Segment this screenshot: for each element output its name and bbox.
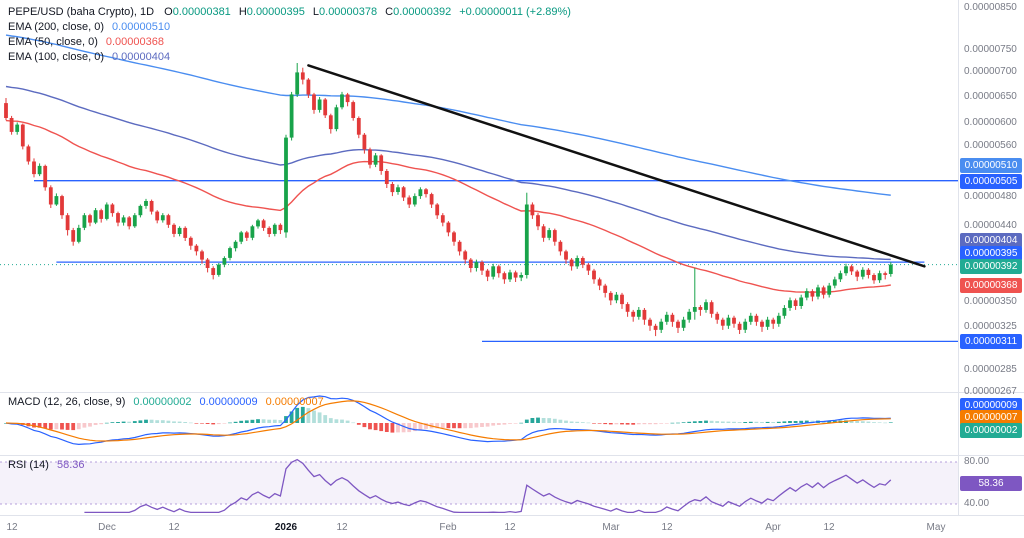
price-badge: 0.00000392 <box>960 259 1022 274</box>
price-badge: 0.00000505 <box>960 174 1022 189</box>
price-axis-label: 0.00000560 <box>964 140 1017 151</box>
price-axis-label: 0.00000285 <box>964 364 1017 375</box>
ohlc-low: L0.00000378 <box>312 5 378 18</box>
macd-axis-badge: 0.00000002 <box>960 423 1022 438</box>
price-axis-label: 0.00000850 <box>964 2 1017 13</box>
pane-divider[interactable] <box>0 455 1024 456</box>
price-axis-label: 0.00000600 <box>964 117 1017 128</box>
macd-axis-badge: 0.00000007 <box>960 410 1022 425</box>
ohlc-close: C0.00000392 <box>385 5 452 18</box>
indicator-legend-ema50[interactable]: EMA (50, close, 0) 0.00000368 <box>8 35 164 48</box>
symbol-title[interactable]: PEPE/USD (baha Crypto), 1D <box>8 5 155 18</box>
price-axis-label: 0.00000650 <box>964 91 1017 102</box>
price-axis-label: 0.00000750 <box>964 44 1017 55</box>
pane-divider[interactable] <box>0 392 1024 393</box>
rsi-axis-label: 80.00 <box>964 456 990 467</box>
indicator-legend-ema100[interactable]: EMA (100, close, 0) 0.00000404 <box>8 50 171 63</box>
time-axis-label: Mar <box>602 522 620 533</box>
macd-pane-canvas[interactable] <box>0 392 958 455</box>
time-axis-label: 12 <box>661 522 673 533</box>
price-badge: 0.00000510 <box>960 158 1022 173</box>
price-axis-label: 0.00000480 <box>964 191 1017 202</box>
rsi-axis-label: 40.00 <box>964 498 990 509</box>
price-badge: 0.00000404 <box>960 233 1022 248</box>
time-axis-label: 12 <box>504 522 516 533</box>
time-axis-label: Feb <box>439 522 457 533</box>
time-axis-label: 2026 <box>274 522 298 533</box>
price-axis-label: 0.00000440 <box>964 220 1017 231</box>
time-axis-label: 12 <box>168 522 180 533</box>
price-chart-canvas[interactable] <box>0 0 958 392</box>
time-scale[interactable]: 12 Dec 12 2026 12 Feb 12 Mar 12 Apr 12 May <box>0 515 1024 538</box>
time-axis-label: 12 <box>823 522 835 533</box>
price-change: +0.00000011 (+2.89%) <box>459 5 571 18</box>
ohlc-high: H0.00000395 <box>238 5 305 18</box>
price-axis-label: 0.00000267 <box>964 386 1017 397</box>
price-axis-label: 0.00000700 <box>964 66 1017 77</box>
time-axis-label: Apr <box>765 522 781 533</box>
chart-legend: PEPE/USD (baha Crypto), 1D O0.00000381 H… <box>8 4 571 64</box>
time-axis-label: 12 <box>336 522 348 533</box>
price-axis-label: 0.00000350 <box>964 296 1017 307</box>
ohlc-open: O0.00000381 <box>164 5 231 18</box>
price-scale-border <box>958 0 959 515</box>
price-badge: 0.00000395 <box>960 246 1022 261</box>
price-badge: 0.00000368 <box>960 278 1022 293</box>
macd-axis-badge: 0.00000009 <box>960 398 1022 413</box>
price-badge: 0.00000311 <box>960 334 1022 349</box>
time-axis-label: Dec <box>98 522 116 533</box>
rsi-value-badge: 58.36 <box>960 476 1022 491</box>
time-axis-label: May <box>926 522 946 533</box>
rsi-legend[interactable]: RSI (14) 58.36 <box>8 459 85 471</box>
price-axis-label: 0.00000325 <box>964 321 1017 332</box>
macd-legend[interactable]: MACD (12, 26, close, 9) 0.00000002 0.000… <box>8 396 324 408</box>
symbol-legend-row[interactable]: PEPE/USD (baha Crypto), 1D O0.00000381 H… <box>8 4 571 19</box>
time-axis-label: 12 <box>6 522 18 533</box>
rsi-pane-canvas[interactable] <box>0 455 958 515</box>
indicator-legend-ema200[interactable]: EMA (200, close, 0) 0.00000510 <box>8 20 171 33</box>
